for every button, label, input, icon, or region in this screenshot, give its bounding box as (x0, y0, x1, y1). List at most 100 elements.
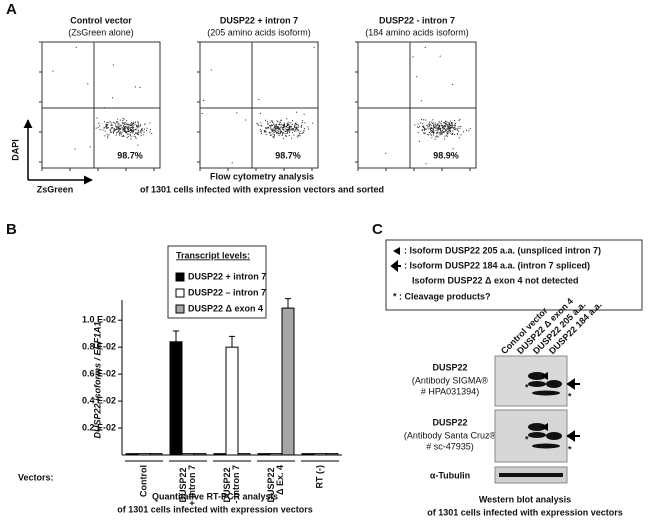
dot (140, 132, 142, 134)
dot (236, 112, 238, 114)
dot (276, 131, 278, 133)
dot (130, 126, 132, 128)
dot (446, 132, 448, 134)
dot (123, 122, 125, 124)
dot (444, 130, 446, 132)
percent: 98.7% (275, 150, 301, 160)
dot (429, 133, 431, 135)
dot (132, 127, 134, 129)
dot (99, 125, 101, 127)
dot (103, 127, 105, 129)
dot (138, 126, 140, 128)
dot (74, 148, 76, 150)
dot (275, 125, 277, 127)
dot (296, 136, 298, 138)
dot (122, 127, 124, 129)
dot (286, 131, 288, 133)
dot (421, 119, 423, 121)
dot (288, 130, 290, 132)
dot (134, 123, 136, 125)
dot (287, 132, 289, 134)
dot (276, 132, 278, 134)
dot (281, 127, 283, 129)
dot (151, 133, 153, 135)
dot (418, 125, 420, 127)
dot (451, 122, 453, 124)
plot-title: DUSP22 - intron 7 (379, 15, 455, 25)
dot (286, 133, 288, 135)
dot (126, 120, 128, 122)
dot (431, 137, 433, 139)
dot (448, 131, 450, 133)
label-line: DUSP22 (178, 465, 188, 503)
dot (283, 127, 285, 129)
dot (260, 112, 262, 114)
dot (292, 129, 294, 131)
dot (122, 123, 124, 125)
dot (429, 128, 431, 130)
dot (451, 126, 453, 128)
symbol (390, 259, 401, 273)
dot (272, 136, 274, 138)
dot (265, 131, 267, 133)
dot (426, 124, 428, 126)
dot (135, 129, 137, 131)
dot (286, 122, 288, 124)
label-line: DUSP22 (222, 465, 232, 503)
dot (450, 126, 452, 128)
dot (429, 121, 431, 123)
dot (444, 120, 446, 122)
dot (417, 123, 419, 125)
blot-label: DUSP22 (432, 417, 467, 427)
bar (125, 453, 139, 456)
dot (124, 125, 126, 127)
dot (267, 123, 269, 125)
dot (263, 130, 265, 132)
dot (109, 130, 111, 132)
dot (433, 132, 435, 134)
dot (132, 125, 134, 127)
dot (443, 125, 445, 127)
dot (443, 127, 445, 129)
dot (114, 122, 116, 124)
dot (121, 121, 123, 123)
dot (129, 134, 131, 136)
dot (121, 136, 123, 138)
dot (440, 129, 442, 131)
dot (439, 132, 441, 134)
dot (439, 55, 441, 57)
dot (282, 128, 284, 130)
dot (106, 125, 108, 127)
dot (290, 122, 292, 124)
dot (286, 127, 288, 129)
dot (131, 130, 133, 132)
dot (443, 122, 445, 124)
dot (119, 131, 121, 133)
caption: of 1301 cells infected with expression v… (117, 504, 313, 514)
dot (105, 124, 107, 126)
dot (129, 124, 131, 126)
dot (441, 133, 443, 135)
star: * (525, 382, 529, 392)
dot (121, 131, 123, 133)
dot (105, 126, 107, 128)
dot (275, 132, 277, 134)
bar (237, 453, 251, 456)
dot (124, 127, 126, 129)
dot (431, 121, 433, 123)
dot (259, 129, 261, 131)
dot (118, 122, 120, 124)
dot (134, 136, 136, 138)
dot (103, 121, 105, 123)
dot (132, 129, 134, 131)
dot (274, 127, 276, 129)
dot (137, 132, 139, 134)
dot (270, 134, 272, 136)
dot (443, 128, 445, 130)
dot (432, 119, 434, 121)
dot (297, 134, 299, 136)
dot (459, 118, 461, 120)
dot (282, 133, 284, 135)
dot (291, 137, 293, 139)
